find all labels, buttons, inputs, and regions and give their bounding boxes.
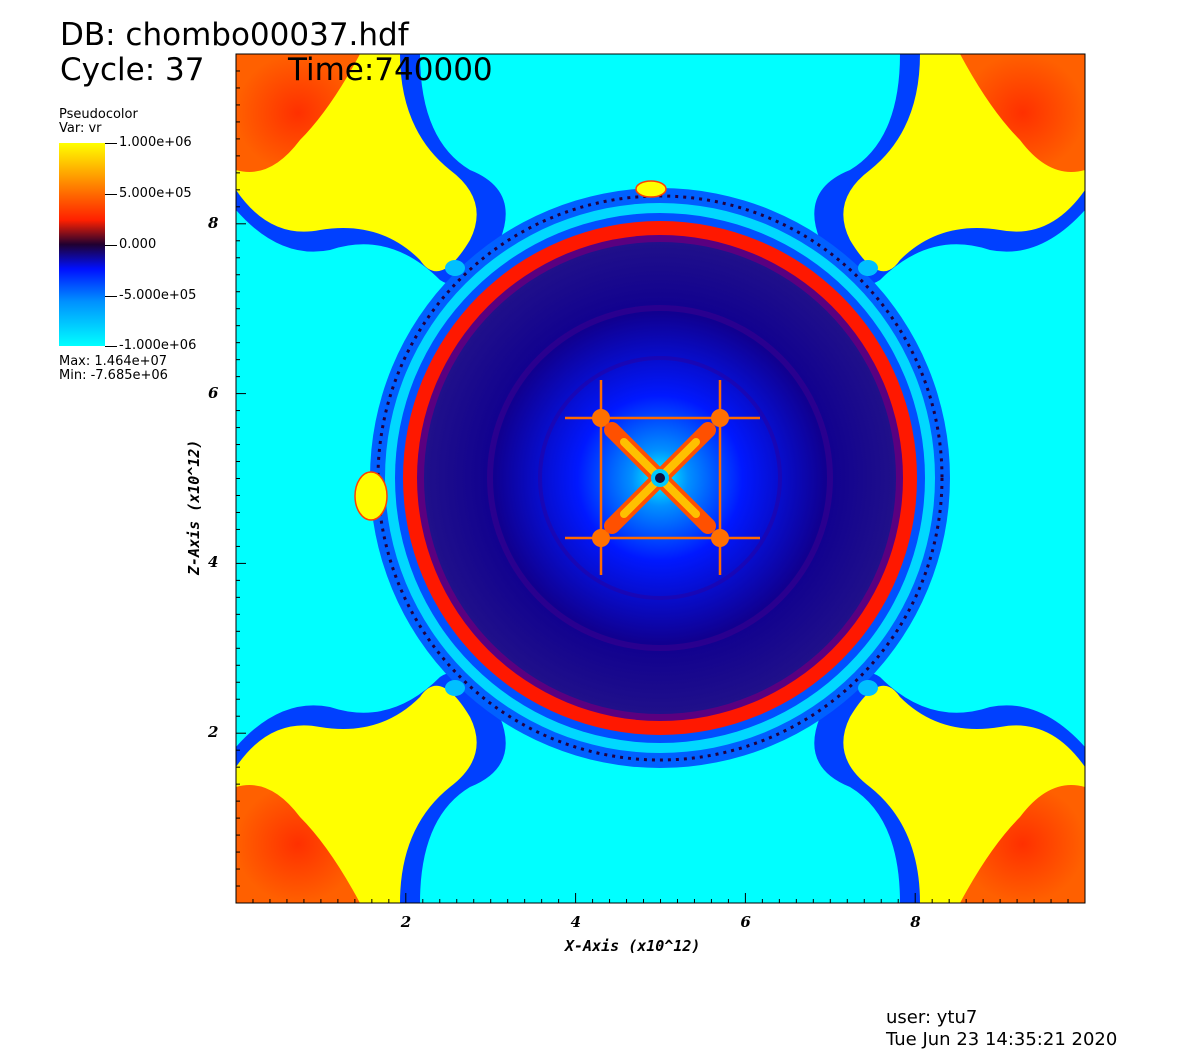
inner-jets bbox=[565, 380, 760, 575]
x-tick-label: 8 bbox=[910, 913, 921, 931]
y-tick-label: 8 bbox=[208, 213, 219, 232]
corner-lobe-bottom-left bbox=[236, 672, 506, 903]
colorbar bbox=[59, 143, 105, 346]
y-axis-label: Z-Axis (x10^12) bbox=[185, 439, 203, 575]
colorbar-tick bbox=[105, 346, 117, 347]
colorbar-label-zero: 0.000 bbox=[119, 237, 157, 252]
x-tick-label: 4 bbox=[570, 913, 582, 931]
data-max: Max: 1.464e+07 bbox=[59, 354, 168, 369]
time-label: Time:740000 bbox=[288, 52, 493, 88]
timestamp-label: Tue Jun 23 14:35:21 2020 bbox=[886, 1029, 1118, 1050]
x-tick-label: 6 bbox=[740, 913, 751, 931]
colorbar-tick bbox=[105, 194, 117, 195]
colorbar-label-min: -1.000e+06 bbox=[119, 338, 197, 353]
legend-title: Pseudocolor bbox=[59, 107, 138, 122]
outer-blobs bbox=[354, 180, 878, 696]
legend-variable: Var: vr bbox=[59, 121, 102, 136]
colorbar-label-high: 5.000e+05 bbox=[119, 186, 192, 201]
x-tick-label: 2 bbox=[400, 913, 412, 931]
heatmap-field bbox=[236, 54, 1085, 903]
colorbar-tick bbox=[105, 143, 117, 144]
data-min: Min: -7.685e+06 bbox=[59, 368, 168, 383]
user-label: user: ytu7 bbox=[886, 1007, 978, 1028]
database-title: DB: chombo00037.hdf bbox=[60, 17, 409, 53]
corner-lobe-top-right bbox=[814, 54, 1085, 285]
colorbar-tick bbox=[105, 245, 117, 246]
y-tick-label: 4 bbox=[208, 553, 219, 572]
colorbar-tick bbox=[105, 296, 117, 297]
corner-lobe-bottom-right bbox=[814, 672, 1085, 903]
x-axis-label: X-Axis (x10^12) bbox=[565, 937, 701, 955]
axis-ticks bbox=[236, 70, 1069, 903]
y-tick-label: 6 bbox=[208, 383, 219, 402]
corner-lobe-top-left bbox=[236, 54, 506, 285]
y-tick-label: 2 bbox=[208, 723, 219, 742]
cycle-label: Cycle: 37 bbox=[60, 52, 205, 88]
colorbar-label-low: -5.000e+05 bbox=[119, 288, 197, 303]
colorbar-label-max: 1.000e+06 bbox=[119, 135, 192, 150]
